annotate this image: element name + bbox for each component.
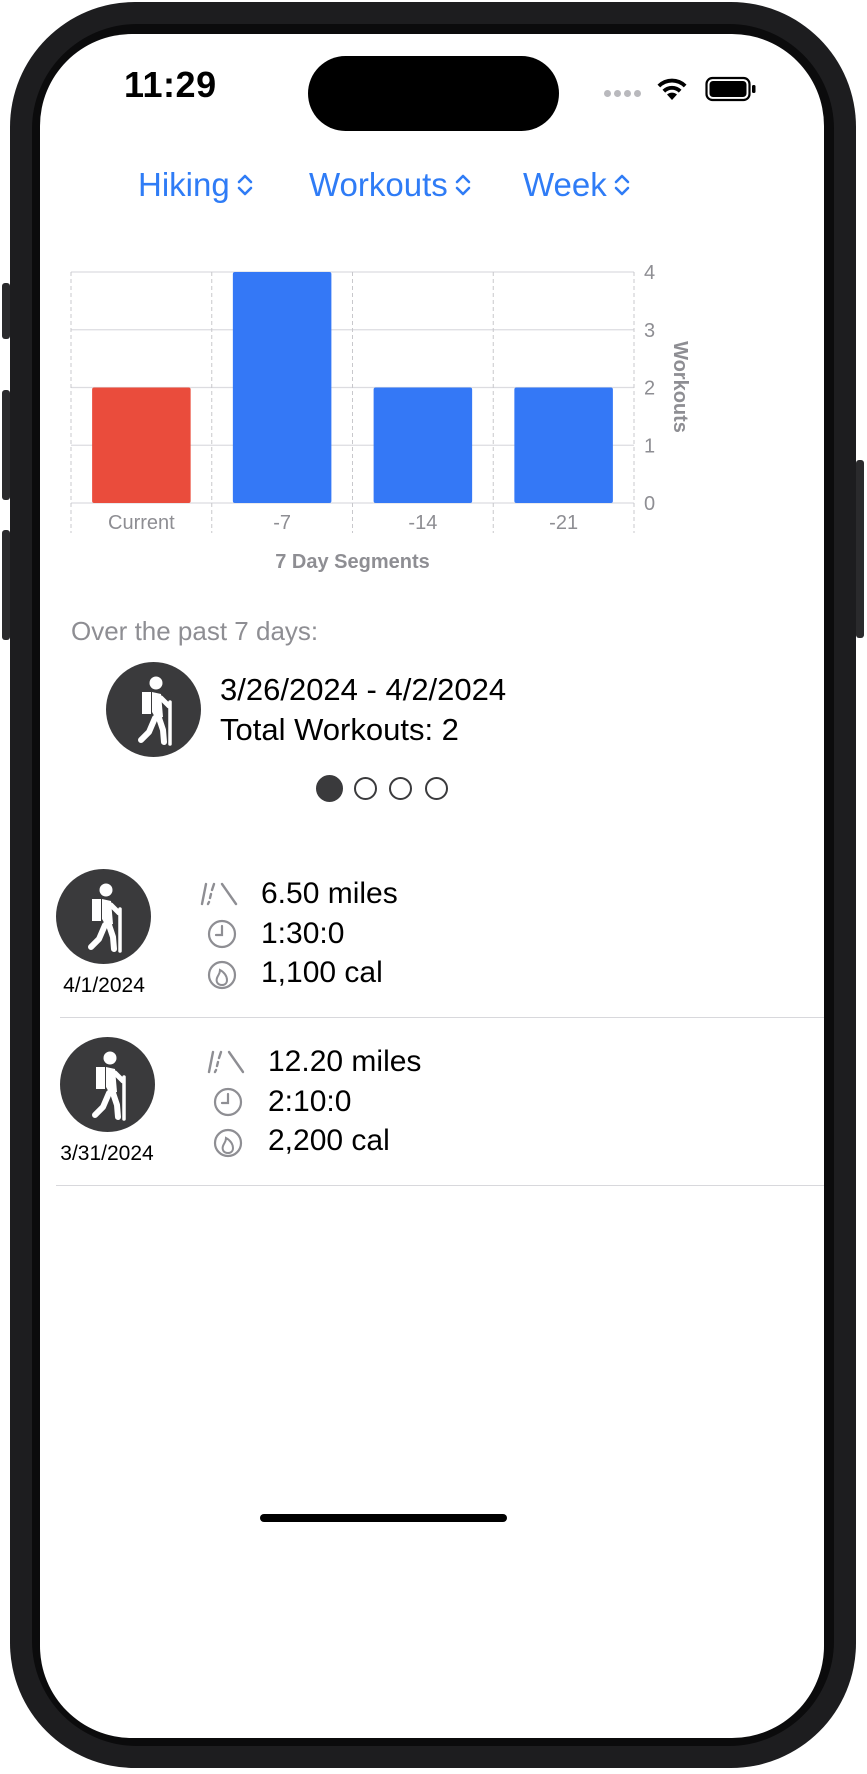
bar--7 [232, 272, 332, 503]
workout-calories: 1,100 cal [261, 956, 383, 989]
row-hiker-icon [56, 869, 151, 964]
y-tick-label: 3 [644, 320, 655, 342]
row-hiker-icon [60, 1037, 155, 1132]
action-button [2, 283, 10, 339]
power-button [856, 460, 864, 638]
cellular-signal-icon [604, 90, 644, 98]
wifi-icon [657, 78, 687, 100]
chevron-up-down-icon [237, 174, 253, 196]
y-tick-label: 0 [644, 493, 655, 515]
chevron-up-down-icon [614, 174, 630, 196]
period-picker-label: Week [523, 166, 607, 203]
summary-label: Over the past 7 days: [71, 616, 319, 646]
x-tick-label: -21 [549, 512, 578, 534]
x-tick-label: -14 [408, 512, 437, 534]
metric-picker[interactable]: Workouts [309, 166, 472, 204]
battery-icon [705, 76, 756, 102]
x-tick-label: Current [108, 512, 175, 534]
y-tick-label: 4 [644, 262, 655, 284]
bar--14 [373, 387, 473, 503]
period-picker[interactable]: Week [523, 166, 631, 204]
road-icon [200, 882, 238, 906]
x-axis-title: 7 Day Segments [275, 551, 430, 573]
clock-icon [207, 919, 237, 949]
road-icon [207, 1050, 245, 1074]
bar-Current [92, 387, 191, 503]
dynamic-island [308, 56, 559, 131]
row-divider [60, 1017, 824, 1018]
activity-picker[interactable]: Hiking [138, 166, 254, 204]
flame-icon [207, 960, 237, 990]
hiker-icon [138, 676, 172, 746]
volume-up-button [2, 390, 10, 500]
x-tick-label: -7 [273, 512, 291, 534]
page-dot-3[interactable] [389, 777, 412, 800]
bar--21 [514, 387, 613, 503]
hiker-icon [88, 883, 122, 953]
hiker-icon [92, 1051, 126, 1121]
volume-down-button [2, 530, 10, 640]
page-dot-1[interactable] [316, 775, 343, 802]
y-tick-label: 2 [644, 378, 655, 400]
metric-picker-label: Workouts [309, 166, 448, 203]
summary-hiker-icon [106, 662, 201, 757]
summary-date-range: 3/26/2024 - 4/2/2024 [220, 672, 507, 707]
workout-date: 4/1/2024 [63, 974, 145, 997]
flame-icon [213, 1128, 243, 1158]
y-axis-title: Workouts [669, 341, 691, 433]
workout-duration: 1:30:0 [261, 917, 345, 950]
home-indicator[interactable] [260, 1514, 507, 1522]
summary-total: Total Workouts: 2 [220, 712, 459, 747]
page-dot-4[interactable] [425, 777, 448, 800]
activity-picker-label: Hiking [138, 166, 230, 203]
page-dot-2[interactable] [354, 777, 377, 800]
y-tick-label: 1 [644, 435, 655, 457]
app-screen: 11:29 Hiking Workouts Week Current -7 -14 -… [40, 34, 824, 1738]
workout-duration: 2:10:0 [268, 1085, 352, 1118]
workout-distance: 6.50 miles [261, 877, 398, 910]
status-time: 11:29 [124, 64, 217, 105]
clock-icon [213, 1087, 243, 1117]
workout-distance: 12.20 miles [268, 1045, 422, 1078]
row-divider [56, 1185, 824, 1186]
workout-calories: 2,200 cal [268, 1124, 390, 1157]
workouts-bar-chart: Current -7 -14 -21 0 1 2 3 4 7 Day Segments Workou… [70, 262, 691, 573]
workout-date: 3/31/2024 [60, 1142, 154, 1165]
chevron-up-down-icon [455, 174, 471, 196]
